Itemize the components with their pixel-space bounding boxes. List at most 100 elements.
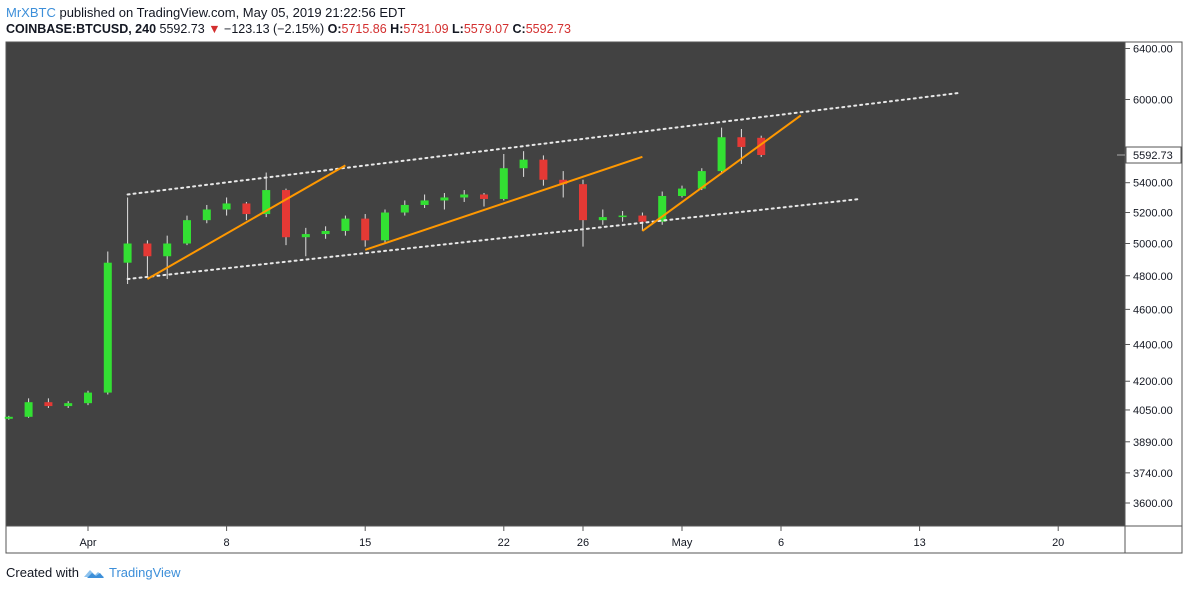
- candle-up: [460, 190, 469, 202]
- price-tick-label: 4800.00: [1133, 271, 1173, 283]
- channel-line[interactable]: [126, 91, 961, 196]
- high-value: 5731.09: [403, 22, 449, 36]
- time-tick-label: 22: [498, 537, 510, 549]
- candle-down: [44, 398, 53, 409]
- candle-body: [539, 159, 548, 180]
- candle-up: [420, 194, 429, 208]
- trend-line[interactable]: [146, 164, 346, 280]
- low-value: 5579.07: [463, 22, 510, 36]
- drawings-layer: [126, 91, 961, 281]
- candle-up: [519, 151, 528, 177]
- candle-body: [64, 403, 73, 407]
- candle-up: [24, 398, 33, 418]
- chart-border: [5, 41, 1183, 554]
- candle-up: [381, 209, 389, 244]
- candle-body: [598, 217, 607, 221]
- candle-body: [361, 218, 370, 241]
- price-change: −123.13 (−2.15%): [224, 22, 325, 36]
- candle-body: [420, 200, 429, 205]
- candle-down: [480, 193, 488, 207]
- candle-body: [321, 230, 330, 235]
- candle-up: [400, 200, 409, 216]
- current-price-tag: 5592.73: [1117, 146, 1182, 164]
- price-tick-label: 6000.00: [1133, 94, 1173, 106]
- low-label: L:: [452, 22, 464, 36]
- price-tick-label: 3600.00: [1133, 498, 1173, 510]
- candle-body: [341, 218, 350, 231]
- price-axis[interactable]: [1125, 42, 1182, 526]
- time-tick-label: 13: [913, 537, 925, 549]
- price-tick-label: 6400.00: [1133, 44, 1173, 56]
- price-tick-label: 4400.00: [1133, 339, 1173, 351]
- candle-up: [618, 211, 627, 222]
- created-with-text: Created with: [6, 565, 79, 580]
- published-text: published on TradingView.com, May 05, 20…: [59, 5, 406, 20]
- ohlc-line: COINBASE:BTCUSD, 240 5592.73 ▼ −123.13 (…: [6, 22, 571, 36]
- candle-body: [301, 234, 310, 238]
- candle-body: [559, 179, 568, 185]
- candle-body: [499, 168, 508, 199]
- candle-body: [163, 243, 172, 257]
- triangle-down-icon: ▼: [208, 22, 221, 36]
- candle-body: [480, 194, 488, 199]
- price-tick-label: 3890.00: [1133, 437, 1173, 449]
- trend-line[interactable]: [641, 114, 802, 232]
- candle-down: [282, 188, 290, 246]
- candle-body: [757, 137, 766, 156]
- candle-up: [301, 227, 310, 257]
- open-value: 5715.86: [341, 22, 387, 36]
- candle-body: [4, 416, 13, 419]
- price-tag-label: 5592.73: [1133, 150, 1173, 162]
- candle-up: [499, 153, 508, 201]
- time-axis[interactable]: [6, 526, 1125, 553]
- candle-body: [697, 171, 706, 189]
- candle-up: [183, 215, 191, 246]
- candle-up: [440, 193, 449, 210]
- candle-body: [242, 203, 251, 215]
- candle-up: [222, 197, 231, 216]
- candle-up: [598, 209, 607, 225]
- price-tick-label: 4600.00: [1133, 304, 1173, 316]
- candle-up: [202, 204, 211, 224]
- price-tick-label: 3740.00: [1133, 468, 1173, 480]
- price-tick-label: 5400.00: [1133, 178, 1173, 190]
- price-tick-label: 4200.00: [1133, 376, 1173, 388]
- candle-body: [103, 262, 112, 393]
- candle-up: [163, 235, 172, 280]
- candle-down: [539, 155, 548, 186]
- candle-body: [717, 137, 726, 172]
- candle-body: [381, 212, 389, 241]
- candle-body: [678, 188, 686, 196]
- candle-up: [678, 185, 686, 198]
- time-ticks: Apr 8 15 22 26 May 6 13 20: [79, 526, 1064, 549]
- time-tick-label: 20: [1052, 537, 1064, 549]
- candle-up: [123, 197, 132, 285]
- time-tick-label: May: [672, 537, 693, 549]
- trend-line[interactable]: [364, 155, 643, 251]
- last-price: 5592.73: [159, 22, 205, 36]
- candle-body: [400, 204, 409, 213]
- candle-up: [658, 191, 667, 225]
- open-label: O:: [327, 22, 342, 36]
- publish-line: MrXBTC published on TradingView.com, May…: [6, 5, 405, 20]
- plot-area[interactable]: [6, 42, 1125, 526]
- candle-up: [84, 390, 92, 406]
- tradingview-brand-link[interactable]: TradingView: [108, 565, 181, 580]
- price-tick-label: 4050.00: [1133, 405, 1173, 417]
- candle-up: [262, 172, 271, 218]
- author-link[interactable]: MrXBTC: [6, 5, 56, 20]
- candle-down: [579, 179, 587, 247]
- symbol-label[interactable]: COINBASE:BTCUSD, 240: [6, 22, 157, 36]
- price-tag-box: [1125, 146, 1182, 164]
- candle-body: [262, 190, 271, 215]
- channel-line[interactable]: [126, 197, 862, 281]
- candle-up: [103, 251, 112, 395]
- candle-body: [183, 220, 191, 244]
- time-tick-label: 15: [359, 537, 371, 549]
- close-value: 5592.73: [525, 22, 571, 36]
- candle-up: [4, 415, 13, 420]
- candle-up: [321, 226, 330, 239]
- candle-down: [757, 135, 766, 157]
- price-tick-label: 5200.00: [1133, 208, 1173, 220]
